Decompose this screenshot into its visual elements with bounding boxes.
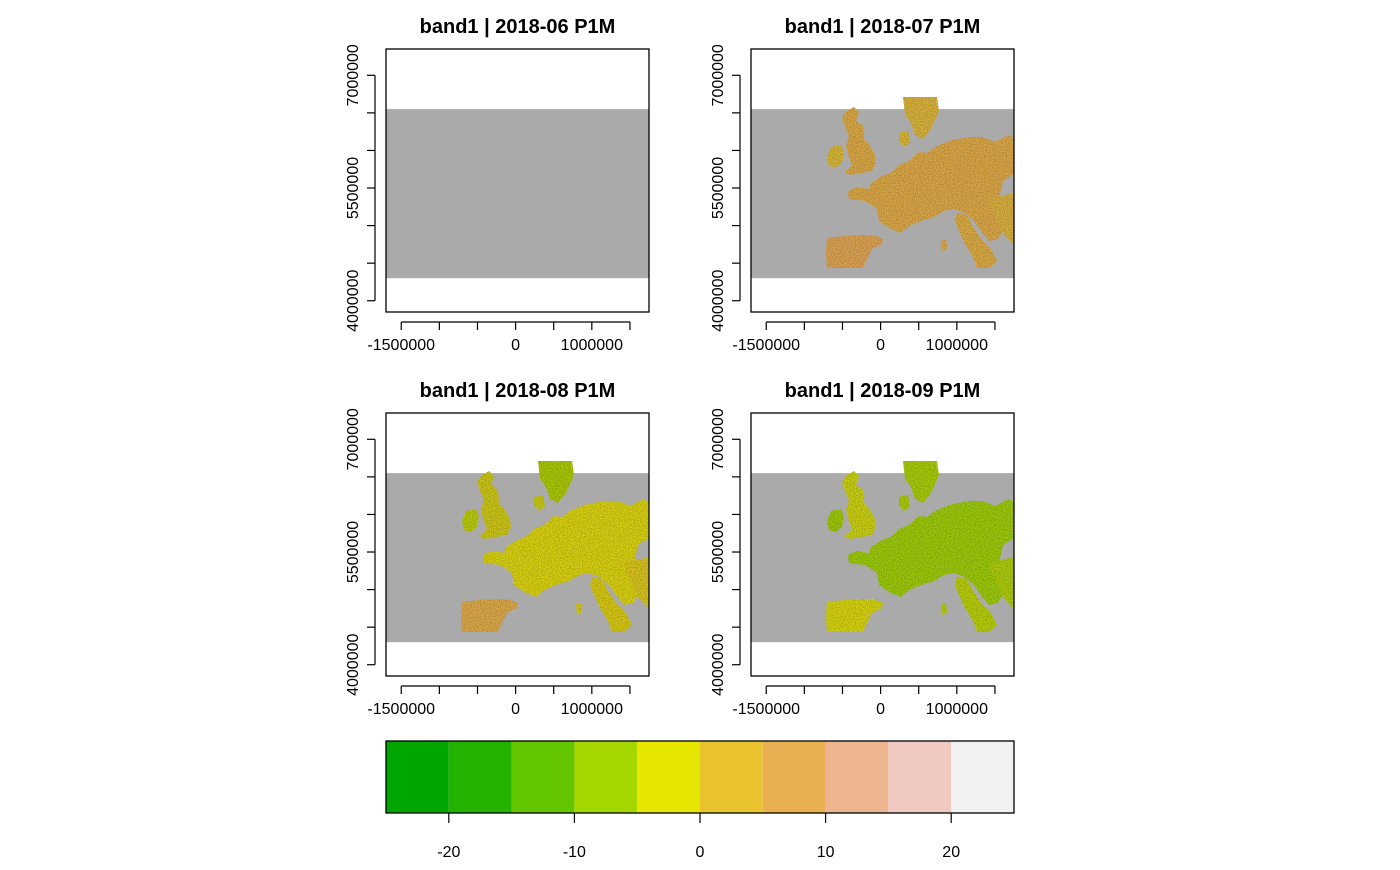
x-tick-label: 1000000 [926, 701, 988, 718]
legend-tick-label: -10 [563, 844, 586, 861]
raster-extent [386, 109, 649, 279]
map-panel-2018-07: band1 | 2018-07 P1M -1500000 0 1000000 40000… [710, 16, 1015, 354]
x-axis: -1500000 0 1000000 [732, 321, 996, 354]
raster-landmass [826, 97, 1014, 268]
panel-frame [385, 48, 650, 313]
y-tick-label: 7000000 [345, 408, 362, 470]
map-panel-2018-09: band1 | 2018-09 P1M -1500000 0 1000000 40000… [710, 380, 1015, 718]
x-tick-label: 0 [511, 701, 520, 718]
x-tick-label: 0 [511, 337, 520, 354]
y-tick-label: 4000000 [345, 633, 362, 695]
y-axis: 4000000 5500000 7000000 [345, 44, 376, 332]
x-tick-label: 0 [876, 701, 885, 718]
raster-landmass [461, 461, 649, 632]
y-axis: 4000000 5500000 7000000 [710, 44, 741, 332]
legend-swatch [386, 741, 449, 813]
panel-frame [385, 412, 650, 677]
raster-texture [826, 97, 1014, 268]
legend-swatch [888, 741, 952, 813]
legend-swatch [574, 741, 638, 813]
x-tick-label: 0 [876, 337, 885, 354]
y-tick-label: 7000000 [710, 44, 727, 106]
y-tick-label: 7000000 [710, 408, 727, 470]
x-axis: -1500000 0 1000000 [732, 685, 996, 718]
panel-title: band1 | 2018-09 P1M [785, 380, 981, 402]
raster-landmass [826, 461, 1014, 632]
x-tick-label: -1500000 [732, 701, 800, 718]
y-tick-label: 4000000 [345, 269, 362, 331]
legend-tick-label: 10 [817, 844, 835, 861]
legend-swatch [637, 741, 700, 813]
raster-texture [826, 461, 1014, 632]
x-tick-label: 1000000 [561, 701, 623, 718]
y-tick-label: 4000000 [710, 269, 727, 331]
x-tick-label: -1500000 [367, 337, 435, 354]
y-tick-label: 4000000 [710, 633, 727, 695]
legend-swatch [951, 741, 1014, 813]
y-tick-label: 5500000 [345, 157, 362, 219]
legend-swatch [511, 741, 575, 813]
y-tick-label: 5500000 [710, 521, 727, 583]
legend-swatch [448, 741, 512, 813]
legend-swatch [825, 741, 889, 813]
panel-frame [750, 48, 1015, 313]
legend-swatch [700, 741, 763, 813]
x-tick-label: 1000000 [561, 337, 623, 354]
raster-texture [461, 461, 649, 632]
panel-title: band1 | 2018-07 P1M [785, 16, 981, 38]
x-axis: -1500000 0 1000000 [367, 685, 631, 718]
legend-tick-label: 0 [696, 844, 705, 861]
legend-tick-label: -20 [437, 844, 460, 861]
x-tick-label: 1000000 [926, 337, 988, 354]
map-panel-2018-06: band1 | 2018-06 P1M -1500000 0 1000000 40000… [345, 16, 650, 354]
panel-title: band1 | 2018-08 P1M [420, 380, 616, 402]
legend-swatch [762, 741, 826, 813]
y-axis: 4000000 5500000 7000000 [710, 408, 741, 696]
legend-tick-label: 20 [942, 844, 960, 861]
map-panel-2018-08: band1 | 2018-08 P1M -1500000 0 1000000 40000… [345, 380, 650, 718]
y-axis: 4000000 5500000 7000000 [345, 408, 376, 696]
x-tick-label: -1500000 [732, 337, 800, 354]
color-legend: -20 -10 0 10 20 [385, 740, 1015, 861]
panel-frame [750, 412, 1015, 677]
y-tick-label: 7000000 [345, 44, 362, 106]
x-tick-label: -1500000 [367, 701, 435, 718]
x-axis: -1500000 0 1000000 [367, 321, 631, 354]
panel-title: band1 | 2018-06 P1M [420, 16, 616, 38]
y-tick-label: 5500000 [345, 521, 362, 583]
y-tick-label: 5500000 [710, 157, 727, 219]
